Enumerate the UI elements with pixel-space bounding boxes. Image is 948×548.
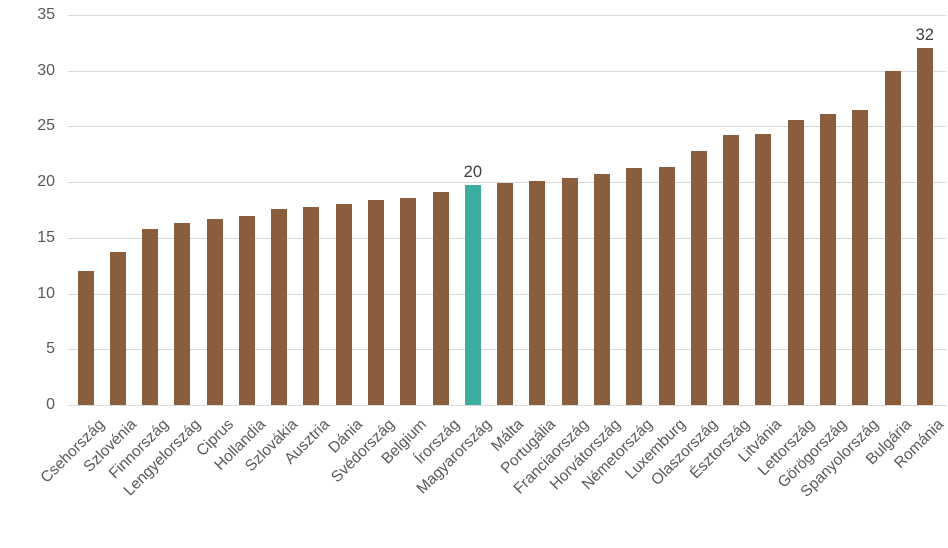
bar [561, 177, 578, 405]
bar [529, 181, 546, 405]
bar [271, 208, 288, 405]
gridline [68, 15, 946, 16]
y-axis-tick-label: 5 [46, 340, 55, 357]
bar [852, 109, 869, 405]
y-axis-tick-label: 0 [46, 396, 55, 413]
bar-chart: 0 5 10 15 20 25 30 35 Csehország Szlovénia Finnor… [37, 6, 947, 501]
bar [916, 48, 933, 405]
y-axis-tick-label: 35 [37, 6, 55, 23]
bar [238, 215, 255, 405]
bar [690, 150, 707, 405]
y-axis-tick-label: 10 [37, 285, 55, 302]
bar-value-label: 20 [463, 163, 483, 182]
bar [626, 167, 643, 405]
y-axis-tick-label: 30 [37, 62, 55, 79]
bar [497, 183, 514, 405]
gridline [68, 71, 946, 72]
bar [884, 70, 901, 405]
bar [658, 166, 675, 405]
bar [368, 199, 385, 405]
bar [142, 228, 159, 405]
bar [109, 252, 126, 405]
gridline [68, 182, 946, 183]
bar [819, 114, 836, 405]
bar [77, 271, 94, 405]
bar [303, 206, 320, 405]
bar [464, 185, 481, 405]
y-axis-tick-label: 15 [37, 229, 55, 246]
bar [723, 135, 740, 405]
bar [432, 192, 449, 405]
y-axis-tick-label: 25 [37, 117, 55, 134]
bar [174, 223, 191, 405]
gridline [68, 126, 946, 127]
bar [593, 174, 610, 405]
gridline [68, 405, 946, 406]
y-axis-tick-label: 20 [37, 173, 55, 190]
bar [787, 119, 804, 405]
bar-value-label: 32 [915, 26, 934, 45]
bar [335, 204, 352, 405]
bar [206, 218, 223, 405]
bar [755, 134, 772, 405]
bar [400, 197, 417, 405]
